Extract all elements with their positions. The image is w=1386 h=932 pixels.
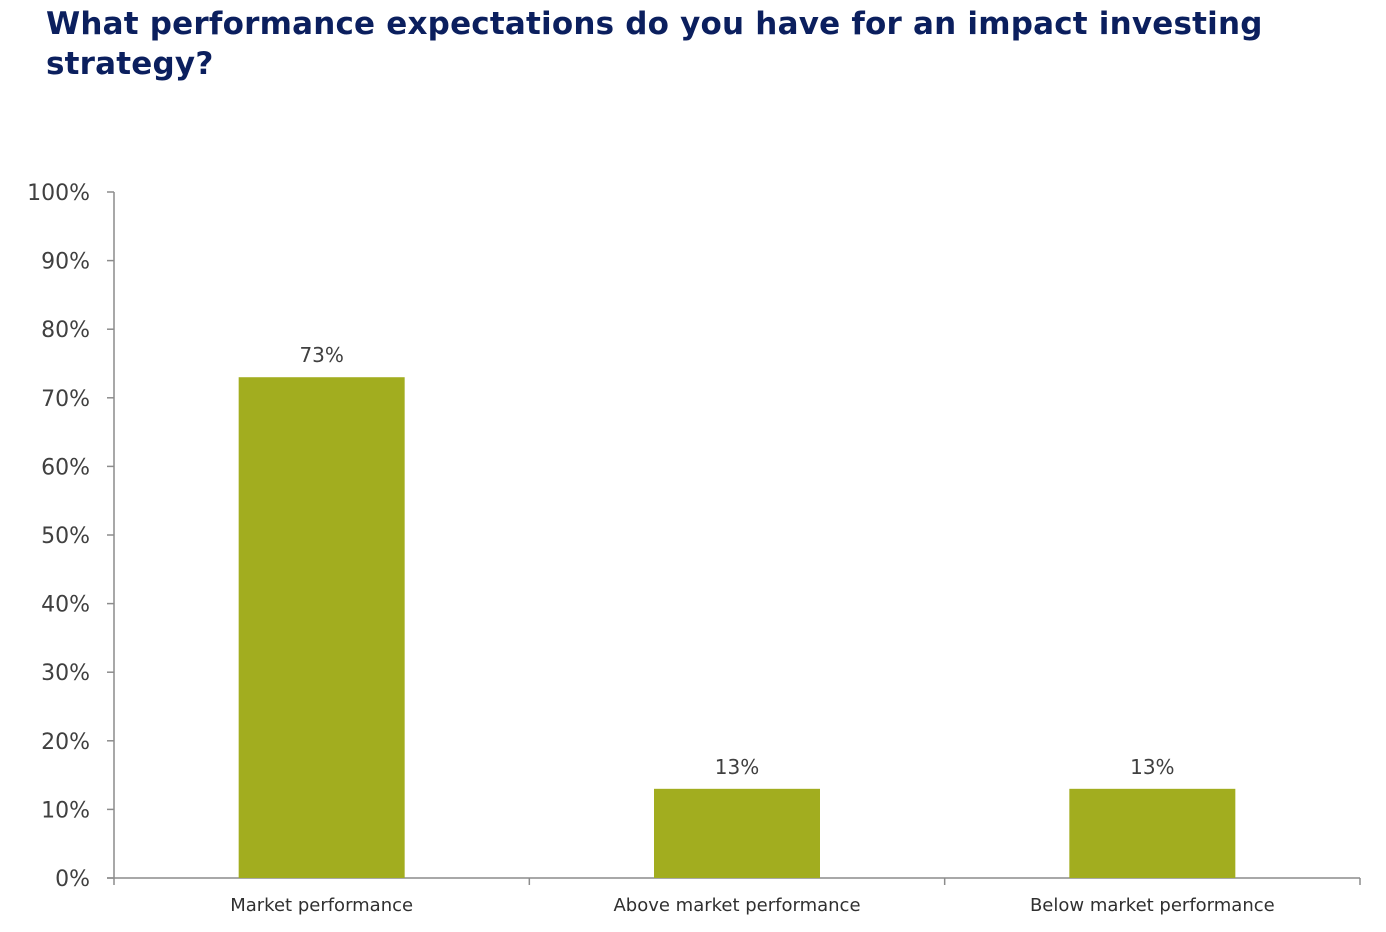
data-label: 73%: [299, 343, 343, 367]
y-tick-label: 20%: [41, 730, 90, 755]
x-category-label: Below market performance: [1030, 895, 1275, 916]
data-label: 13%: [715, 755, 759, 779]
y-tick-label: 80%: [41, 318, 90, 343]
y-tick-label: 60%: [41, 455, 90, 480]
bar: [654, 788, 820, 878]
y-tick-label: 30%: [41, 661, 90, 686]
x-category-label: Market performance: [230, 895, 413, 916]
y-tick-label: 70%: [41, 387, 90, 412]
y-tick-label: 50%: [41, 524, 90, 549]
y-tick-label: 10%: [41, 798, 90, 823]
bar: [1069, 788, 1236, 878]
y-tick-label: 90%: [41, 250, 90, 275]
y-tick-label: 40%: [41, 593, 90, 618]
y-tick-label: 0%: [55, 867, 90, 892]
y-tick-label: 100%: [27, 181, 90, 206]
x-category-label: Above market performance: [613, 895, 860, 916]
chart-title: What performance expectations do you hav…: [46, 6, 1263, 82]
bar: [238, 377, 405, 878]
data-label: 13%: [1130, 755, 1174, 779]
